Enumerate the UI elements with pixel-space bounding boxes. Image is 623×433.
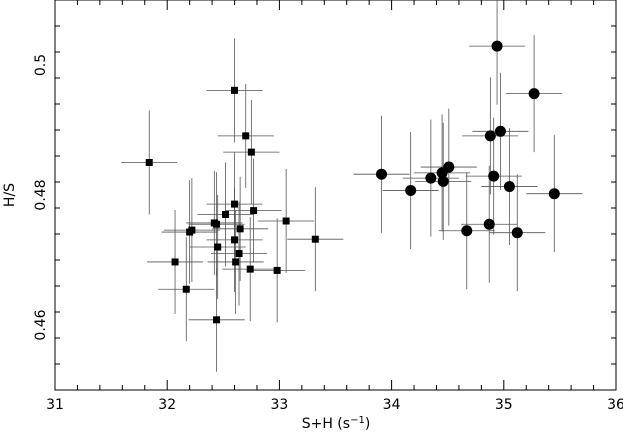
square-data-point bbox=[145, 159, 153, 166]
y-axis-title: H/S bbox=[2, 183, 18, 207]
y-tick-label: 0.46 bbox=[33, 309, 49, 340]
data-markers bbox=[145, 40, 560, 324]
square-data-point bbox=[213, 316, 221, 324]
square-data-point bbox=[231, 86, 239, 94]
square-data-point bbox=[246, 265, 254, 273]
circle-data-point bbox=[461, 225, 473, 237]
square-data-point bbox=[171, 258, 179, 266]
circle-data-point bbox=[548, 188, 560, 200]
x-tick-label: 35 bbox=[495, 397, 513, 413]
x-tick-label: 34 bbox=[383, 397, 401, 413]
circle-data-point bbox=[484, 130, 496, 142]
circle-data-point bbox=[437, 175, 449, 187]
square-data-point bbox=[311, 235, 319, 243]
x-tick-label: 33 bbox=[270, 397, 288, 413]
square-data-point bbox=[282, 217, 290, 225]
x-axis-title: S+H (s−1) bbox=[302, 415, 371, 433]
square-data-point bbox=[250, 207, 258, 215]
square-data-point bbox=[182, 285, 190, 293]
circle-data-point bbox=[405, 184, 417, 196]
square-data-point bbox=[214, 243, 222, 251]
square-data-point bbox=[188, 226, 196, 234]
square-data-point bbox=[236, 225, 244, 233]
circle-data-point bbox=[511, 227, 523, 239]
circle-data-point bbox=[491, 40, 503, 52]
square-data-point bbox=[231, 236, 239, 244]
x-tick-label: 36 bbox=[607, 397, 623, 413]
circle-data-point bbox=[528, 88, 540, 100]
circle-data-point bbox=[376, 168, 388, 180]
square-data-point bbox=[242, 132, 250, 140]
y-tick-label: 0.5 bbox=[33, 54, 49, 76]
circle-data-point bbox=[503, 181, 515, 193]
x-tick-label: 31 bbox=[46, 397, 64, 413]
x-tick-label: 32 bbox=[158, 397, 176, 413]
square-data-point bbox=[235, 250, 243, 257]
circle-data-point bbox=[494, 125, 506, 137]
axis-ticks bbox=[54, 0, 617, 391]
square-data-point bbox=[247, 148, 255, 156]
square-data-point bbox=[213, 220, 221, 228]
square-data-point bbox=[232, 258, 240, 266]
axis-tick-labels: 31 32 33 34 35 36 0.46 0.48 0.5 bbox=[33, 54, 623, 413]
circle-data-point bbox=[488, 170, 500, 182]
circle-data-point bbox=[443, 161, 455, 173]
plot-frame bbox=[54, 0, 617, 391]
circle-data-point bbox=[425, 172, 437, 184]
circle-data-point bbox=[483, 218, 495, 230]
square-data-point bbox=[273, 266, 281, 274]
square-data-point bbox=[222, 211, 230, 218]
y-tick-label: 0.48 bbox=[33, 179, 49, 210]
square-data-point bbox=[231, 200, 239, 208]
